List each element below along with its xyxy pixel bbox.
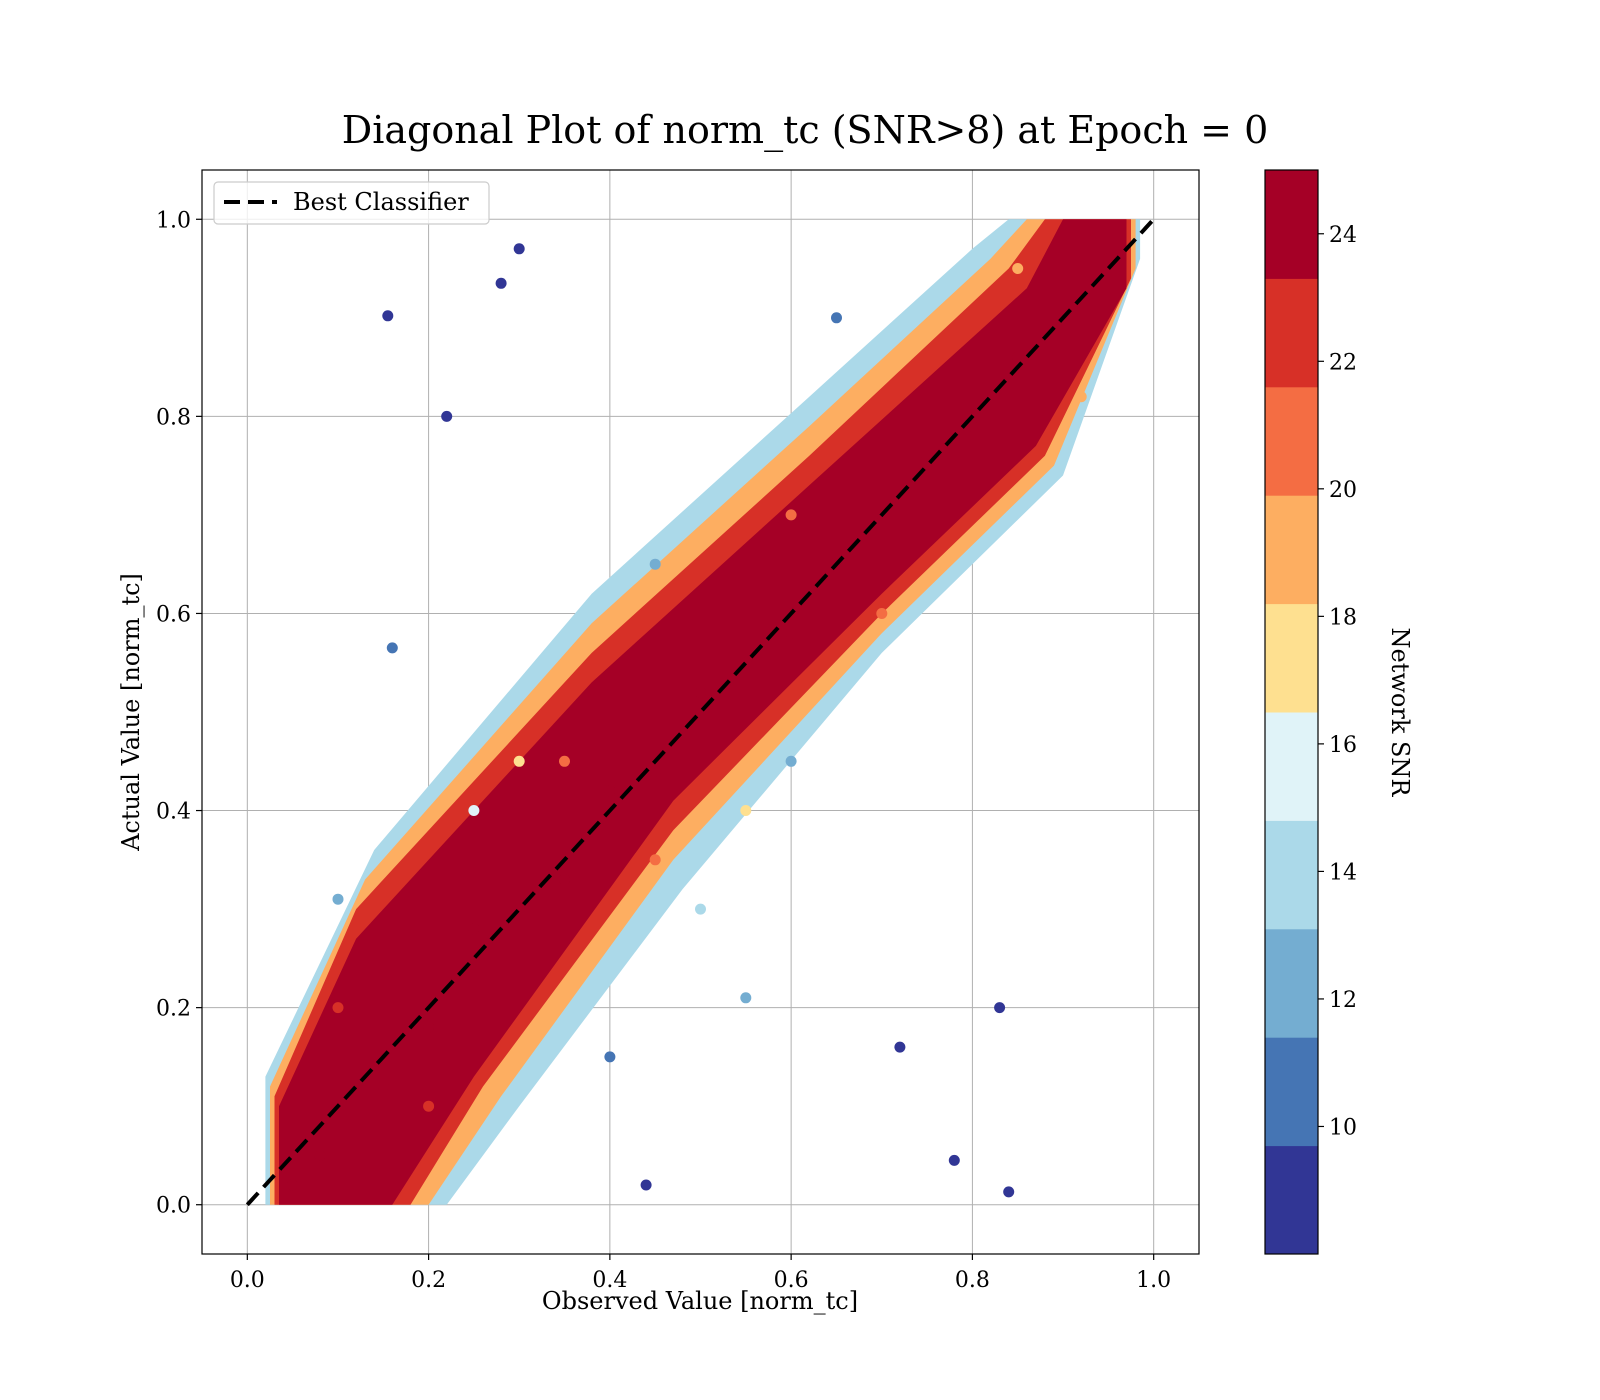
colorbar-tick-label: 22: [1329, 350, 1357, 375]
scatter-point: [740, 805, 752, 816]
scatter-point: [287, 1179, 299, 1191]
colorbar-frame: [1264, 169, 1319, 1255]
scatter-point: [649, 765, 661, 777]
scatter-point: [332, 893, 344, 905]
colorbar-tick-label: 24: [1329, 223, 1357, 248]
x-axis: 0.0 0.2 0.4 0.6 0.8 1.0: [230, 1254, 1171, 1293]
scatter-point: [876, 608, 888, 619]
colorbar-segment: [1265, 712, 1318, 821]
scatter-point: [649, 854, 661, 866]
y-tick-label: 0.8: [156, 405, 191, 430]
colorbar-segment: [1265, 603, 1318, 713]
scatter-point: [921, 450, 933, 462]
colorbar-title: Network SNR: [1386, 628, 1414, 798]
plot-frame: [201, 169, 1200, 1255]
band-core: [279, 219, 1127, 1205]
scatter-point: [513, 243, 525, 255]
scatter-point: [695, 686, 706, 698]
scatter-point: [377, 1081, 389, 1092]
x-tick-label: 0.2: [411, 1268, 446, 1293]
scatter-point: [785, 755, 797, 767]
scatter-points: [287, 243, 1114, 1198]
y-axis: 0.0 0.2 0.4 0.6 0.8 1.0: [156, 208, 202, 1219]
legend-box: [213, 181, 490, 225]
scatter-point: [468, 805, 480, 816]
colorbar-tick-label: 10: [1329, 1115, 1357, 1140]
scatter-point: [332, 1002, 344, 1014]
colorbar-tick-label: 14: [1329, 860, 1357, 885]
x-tick-label: 1.0: [1136, 1268, 1171, 1293]
scatter-point: [894, 1041, 906, 1053]
scatter-point: [831, 312, 842, 324]
y-tick-label: 0.6: [156, 602, 191, 627]
colorbar-segment: [1265, 170, 1318, 279]
scatter-point: [423, 1100, 435, 1112]
scatter-point: [441, 410, 453, 422]
colorbar-tick-label: 12: [1329, 988, 1357, 1013]
x-tick-label: 0.4: [592, 1268, 627, 1293]
chart-title: Diagonal Plot of norm_tc (SNR>8) at Epoc…: [342, 108, 1269, 153]
colorbar-segment: [1265, 928, 1318, 1038]
scatter-point: [649, 558, 661, 570]
colorbar-tick-label: 20: [1329, 478, 1357, 503]
colorbar-segment: [1265, 820, 1318, 930]
legend-label: Best Classifier: [293, 188, 469, 216]
colorbar-segment: [1265, 495, 1318, 605]
scatter-point: [1075, 391, 1087, 403]
scatter-point: [314, 1150, 326, 1161]
y-tick-label: 1.0: [156, 208, 191, 233]
scatter-point: [382, 310, 394, 322]
best-classifier-line: [245, 217, 1156, 1207]
colorbar-segment: [1265, 386, 1318, 496]
y-axis-title: Actual Value [norm_tc]: [117, 573, 145, 852]
scatter-point: [640, 1179, 652, 1191]
colorbar-tick-label: 18: [1329, 605, 1357, 630]
scatter-point: [740, 992, 752, 1004]
scatter-point: [948, 1154, 960, 1166]
scatter-point: [966, 420, 978, 432]
data-density-band: [265, 219, 1141, 1205]
legend: Best Classifier: [213, 181, 490, 225]
colorbar: 10 12 14 16 18 20 22 24: [1264, 169, 1357, 1255]
x-tick-label: 0.8: [955, 1268, 990, 1293]
scatter-point: [604, 785, 616, 797]
y-tick-label: 0.4: [156, 800, 191, 825]
scatter-point: [468, 923, 480, 935]
scatter-point: [559, 755, 570, 767]
colorbar-tick-label: 16: [1329, 733, 1357, 758]
scatter-point: [695, 903, 706, 915]
scatter-point: [604, 1051, 616, 1063]
scatter-point: [1102, 253, 1114, 265]
y-tick-label: 0.0: [156, 1194, 191, 1219]
scatter-point: [1012, 351, 1024, 363]
scatter-point: [513, 755, 525, 767]
scatter-point: [495, 277, 507, 289]
scatter-point: [785, 627, 797, 639]
scatter-point: [559, 874, 570, 885]
colorbar-segment: [1265, 1037, 1318, 1147]
scatter-point: [1012, 263, 1024, 274]
y-tick-label: 0.2: [156, 997, 191, 1022]
colorbar-segment: [1265, 278, 1318, 388]
scatter-point: [386, 642, 398, 654]
x-axis-title: Observed Value [norm_tc]: [542, 1287, 858, 1315]
scatter-point: [831, 548, 842, 560]
scatter-point: [1003, 1186, 1015, 1198]
x-tick-label: 0.6: [774, 1268, 809, 1293]
scatter-point: [994, 1002, 1006, 1014]
colorbar-segment: [1265, 1145, 1318, 1255]
scatter-point: [423, 1021, 435, 1033]
scatter-point: [785, 509, 797, 521]
x-tick-label: 0.0: [230, 1268, 265, 1293]
